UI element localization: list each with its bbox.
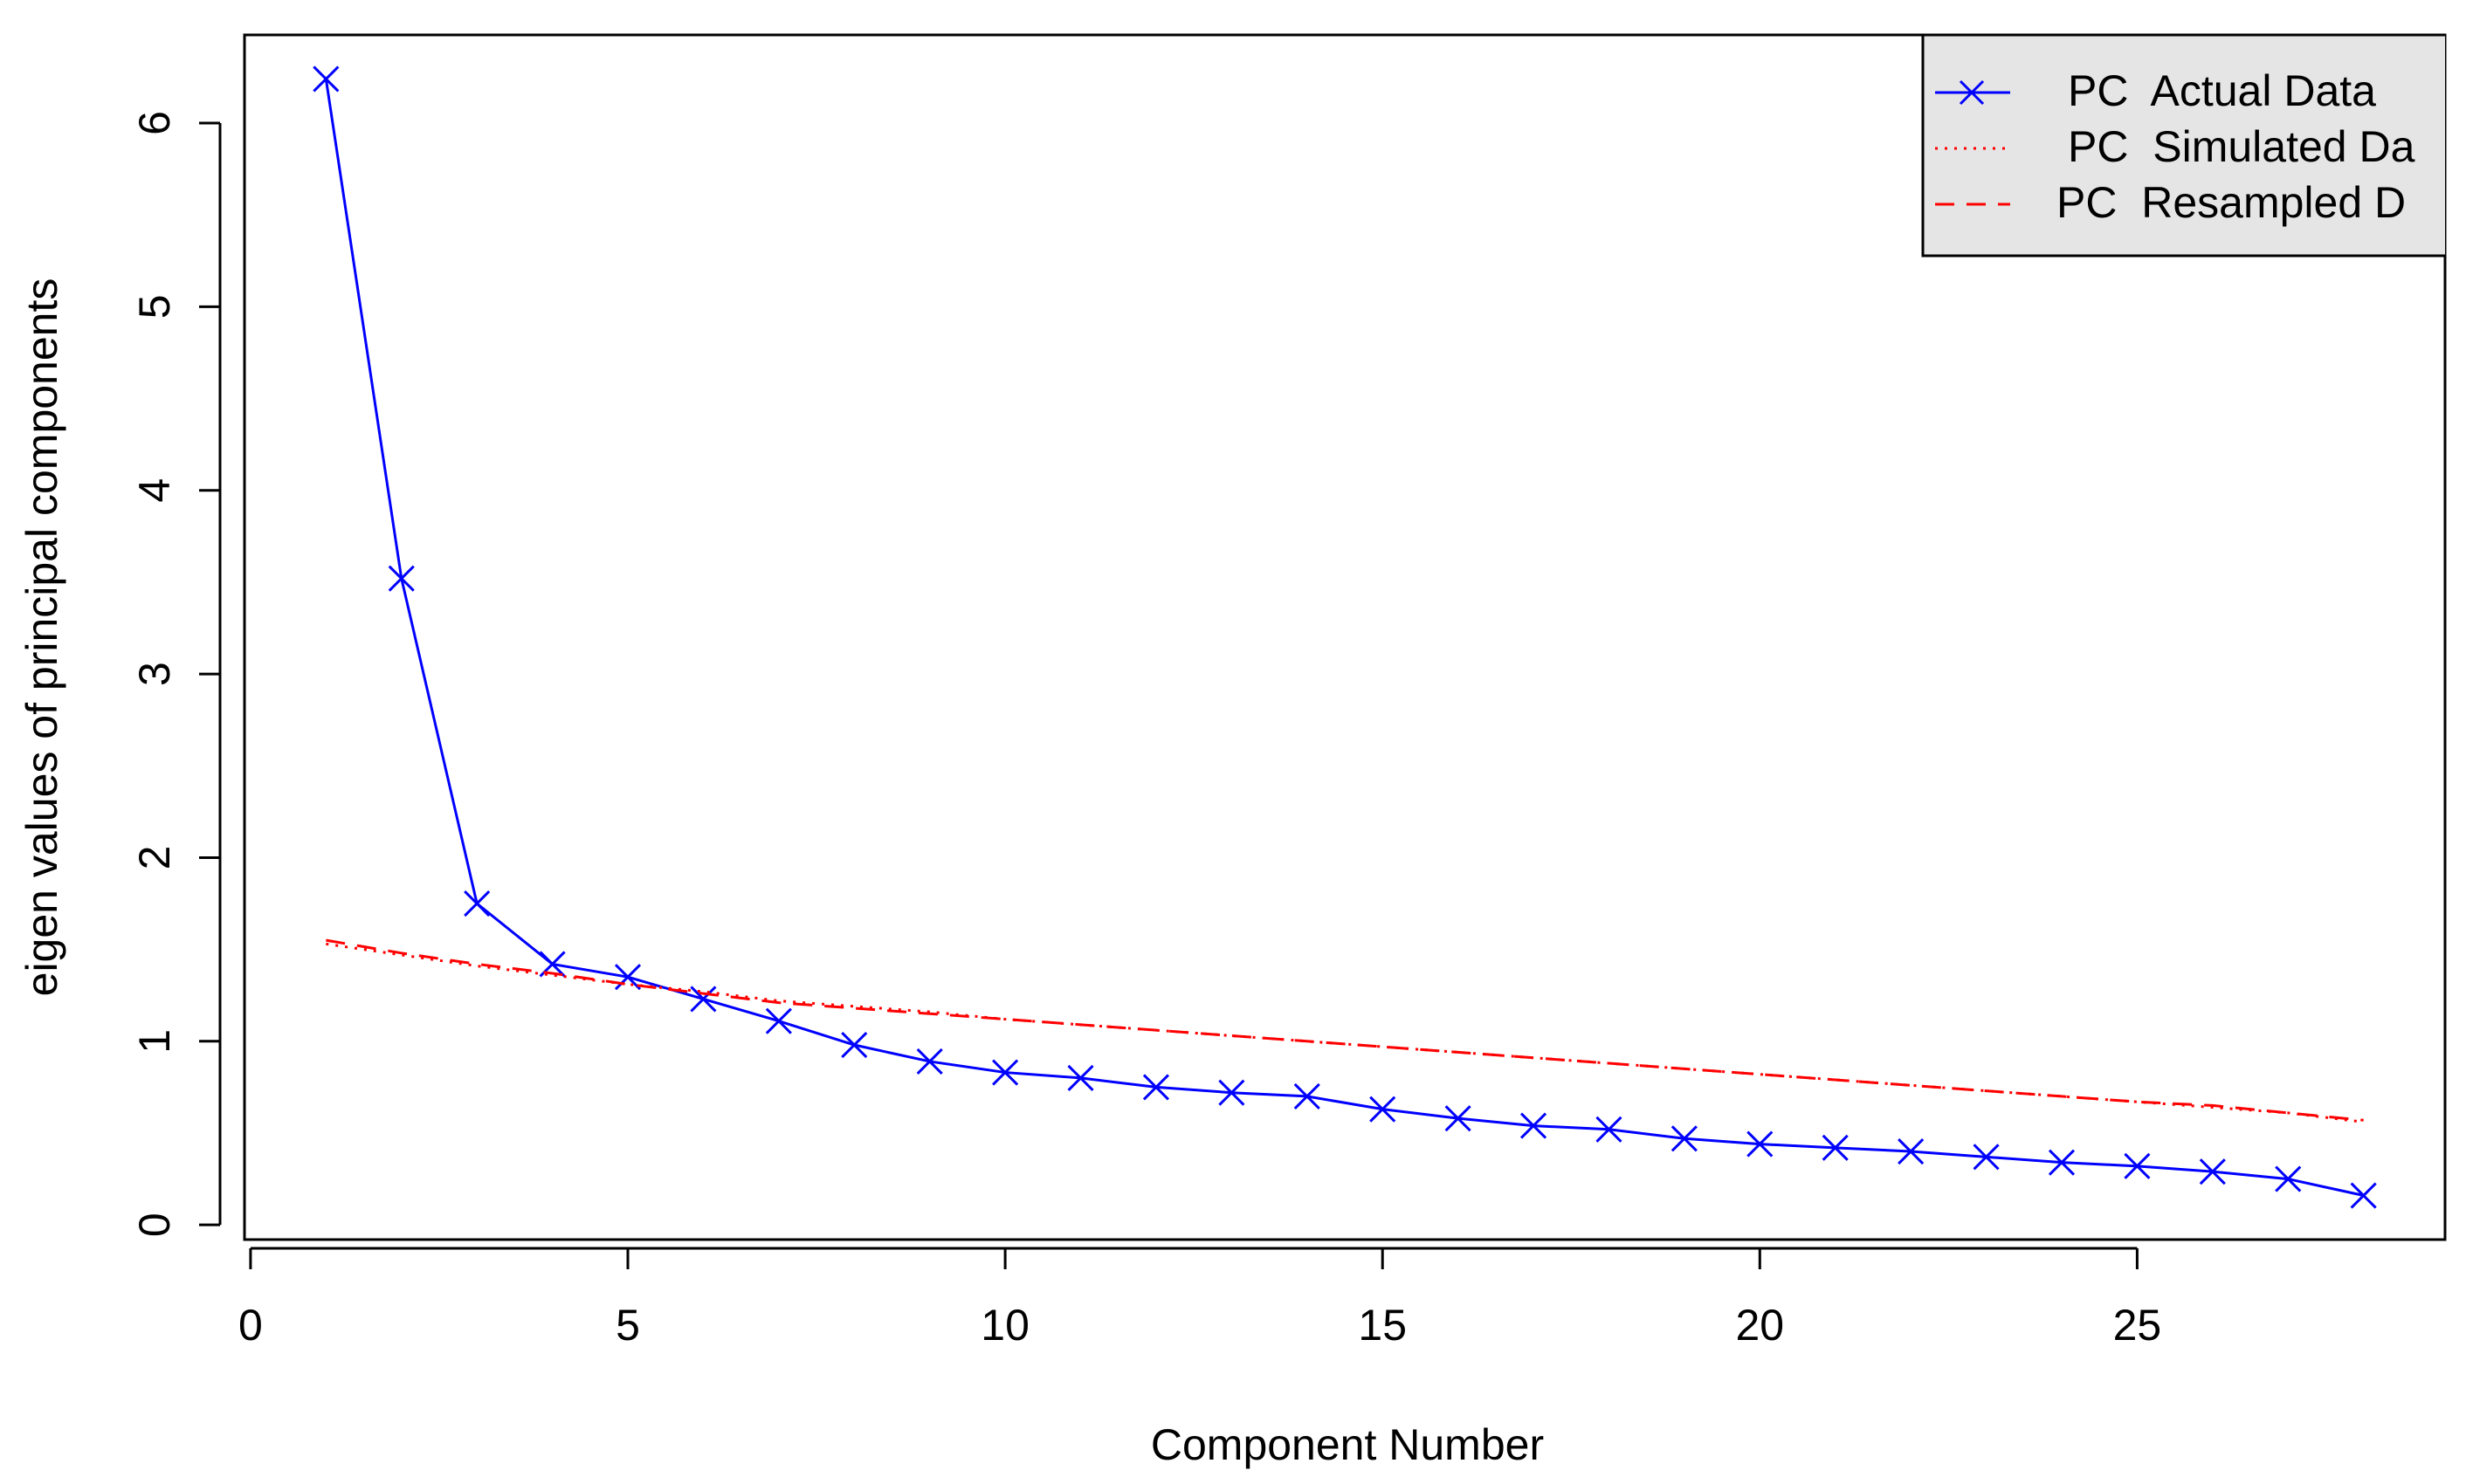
series-line bbox=[326, 938, 2364, 1122]
point-marker bbox=[614, 964, 642, 991]
y-axis-title: eigen values of principal components bbox=[17, 278, 66, 997]
point-marker bbox=[1293, 1082, 1320, 1110]
point-marker bbox=[992, 1059, 1019, 1086]
point-marker bbox=[2048, 1149, 2076, 1176]
point-marker bbox=[1670, 1125, 1698, 1152]
legend-marker bbox=[1959, 79, 1985, 106]
point-marker bbox=[1746, 1130, 1774, 1158]
y-tick-label: 1 bbox=[130, 1029, 179, 1054]
point-marker bbox=[1369, 1096, 1396, 1123]
point-marker bbox=[1067, 1064, 1094, 1091]
x-tick-label: 20 bbox=[1735, 1301, 1784, 1350]
y-tick-label: 5 bbox=[130, 294, 179, 319]
legend-box bbox=[1921, 35, 2445, 258]
point-marker bbox=[2275, 1165, 2302, 1192]
x-tick-label: 0 bbox=[238, 1301, 263, 1350]
point-marker bbox=[464, 890, 491, 917]
y-tick-label: 0 bbox=[130, 1213, 179, 1237]
y-tick-label: 3 bbox=[130, 662, 179, 686]
point-marker bbox=[2124, 1152, 2151, 1179]
point-marker bbox=[841, 1031, 868, 1059]
point-marker bbox=[1973, 1144, 2000, 1171]
series-line bbox=[324, 79, 2364, 1197]
y-tick-label: 4 bbox=[130, 478, 179, 503]
point-marker bbox=[2199, 1158, 2226, 1185]
point-marker bbox=[1142, 1074, 1170, 1101]
x-tick-label: 5 bbox=[616, 1301, 640, 1350]
legend-label: PC Actual Data bbox=[2068, 66, 2376, 115]
point-marker bbox=[916, 1048, 943, 1075]
plot-frame bbox=[243, 33, 2447, 1241]
point-marker bbox=[1519, 1112, 1547, 1139]
point-marker bbox=[1444, 1105, 1471, 1132]
point-marker bbox=[313, 65, 340, 93]
point-marker bbox=[388, 565, 415, 592]
y-tick-label: 2 bbox=[130, 846, 179, 870]
legend: PC Actual Data PC Simulated Da PC Resample… bbox=[1921, 35, 2445, 258]
point-marker bbox=[765, 1007, 792, 1034]
point-marker bbox=[2350, 1182, 2377, 1209]
x-axis-title: Component Number bbox=[1151, 1420, 1544, 1469]
y-tick-label: 6 bbox=[130, 111, 179, 135]
point-marker bbox=[1218, 1079, 1245, 1106]
point-marker bbox=[1822, 1134, 1849, 1161]
legend-label: PC Resampled D bbox=[2056, 178, 2406, 227]
x-tick-label: 10 bbox=[981, 1301, 1030, 1350]
x-tick-label: 25 bbox=[2113, 1301, 2162, 1350]
x-tick-label: 15 bbox=[1358, 1301, 1407, 1350]
point-marker bbox=[690, 986, 717, 1013]
point-marker bbox=[1898, 1137, 1925, 1165]
point-marker bbox=[1595, 1116, 1622, 1143]
legend-label: PC Simulated Da bbox=[2068, 122, 2415, 171]
